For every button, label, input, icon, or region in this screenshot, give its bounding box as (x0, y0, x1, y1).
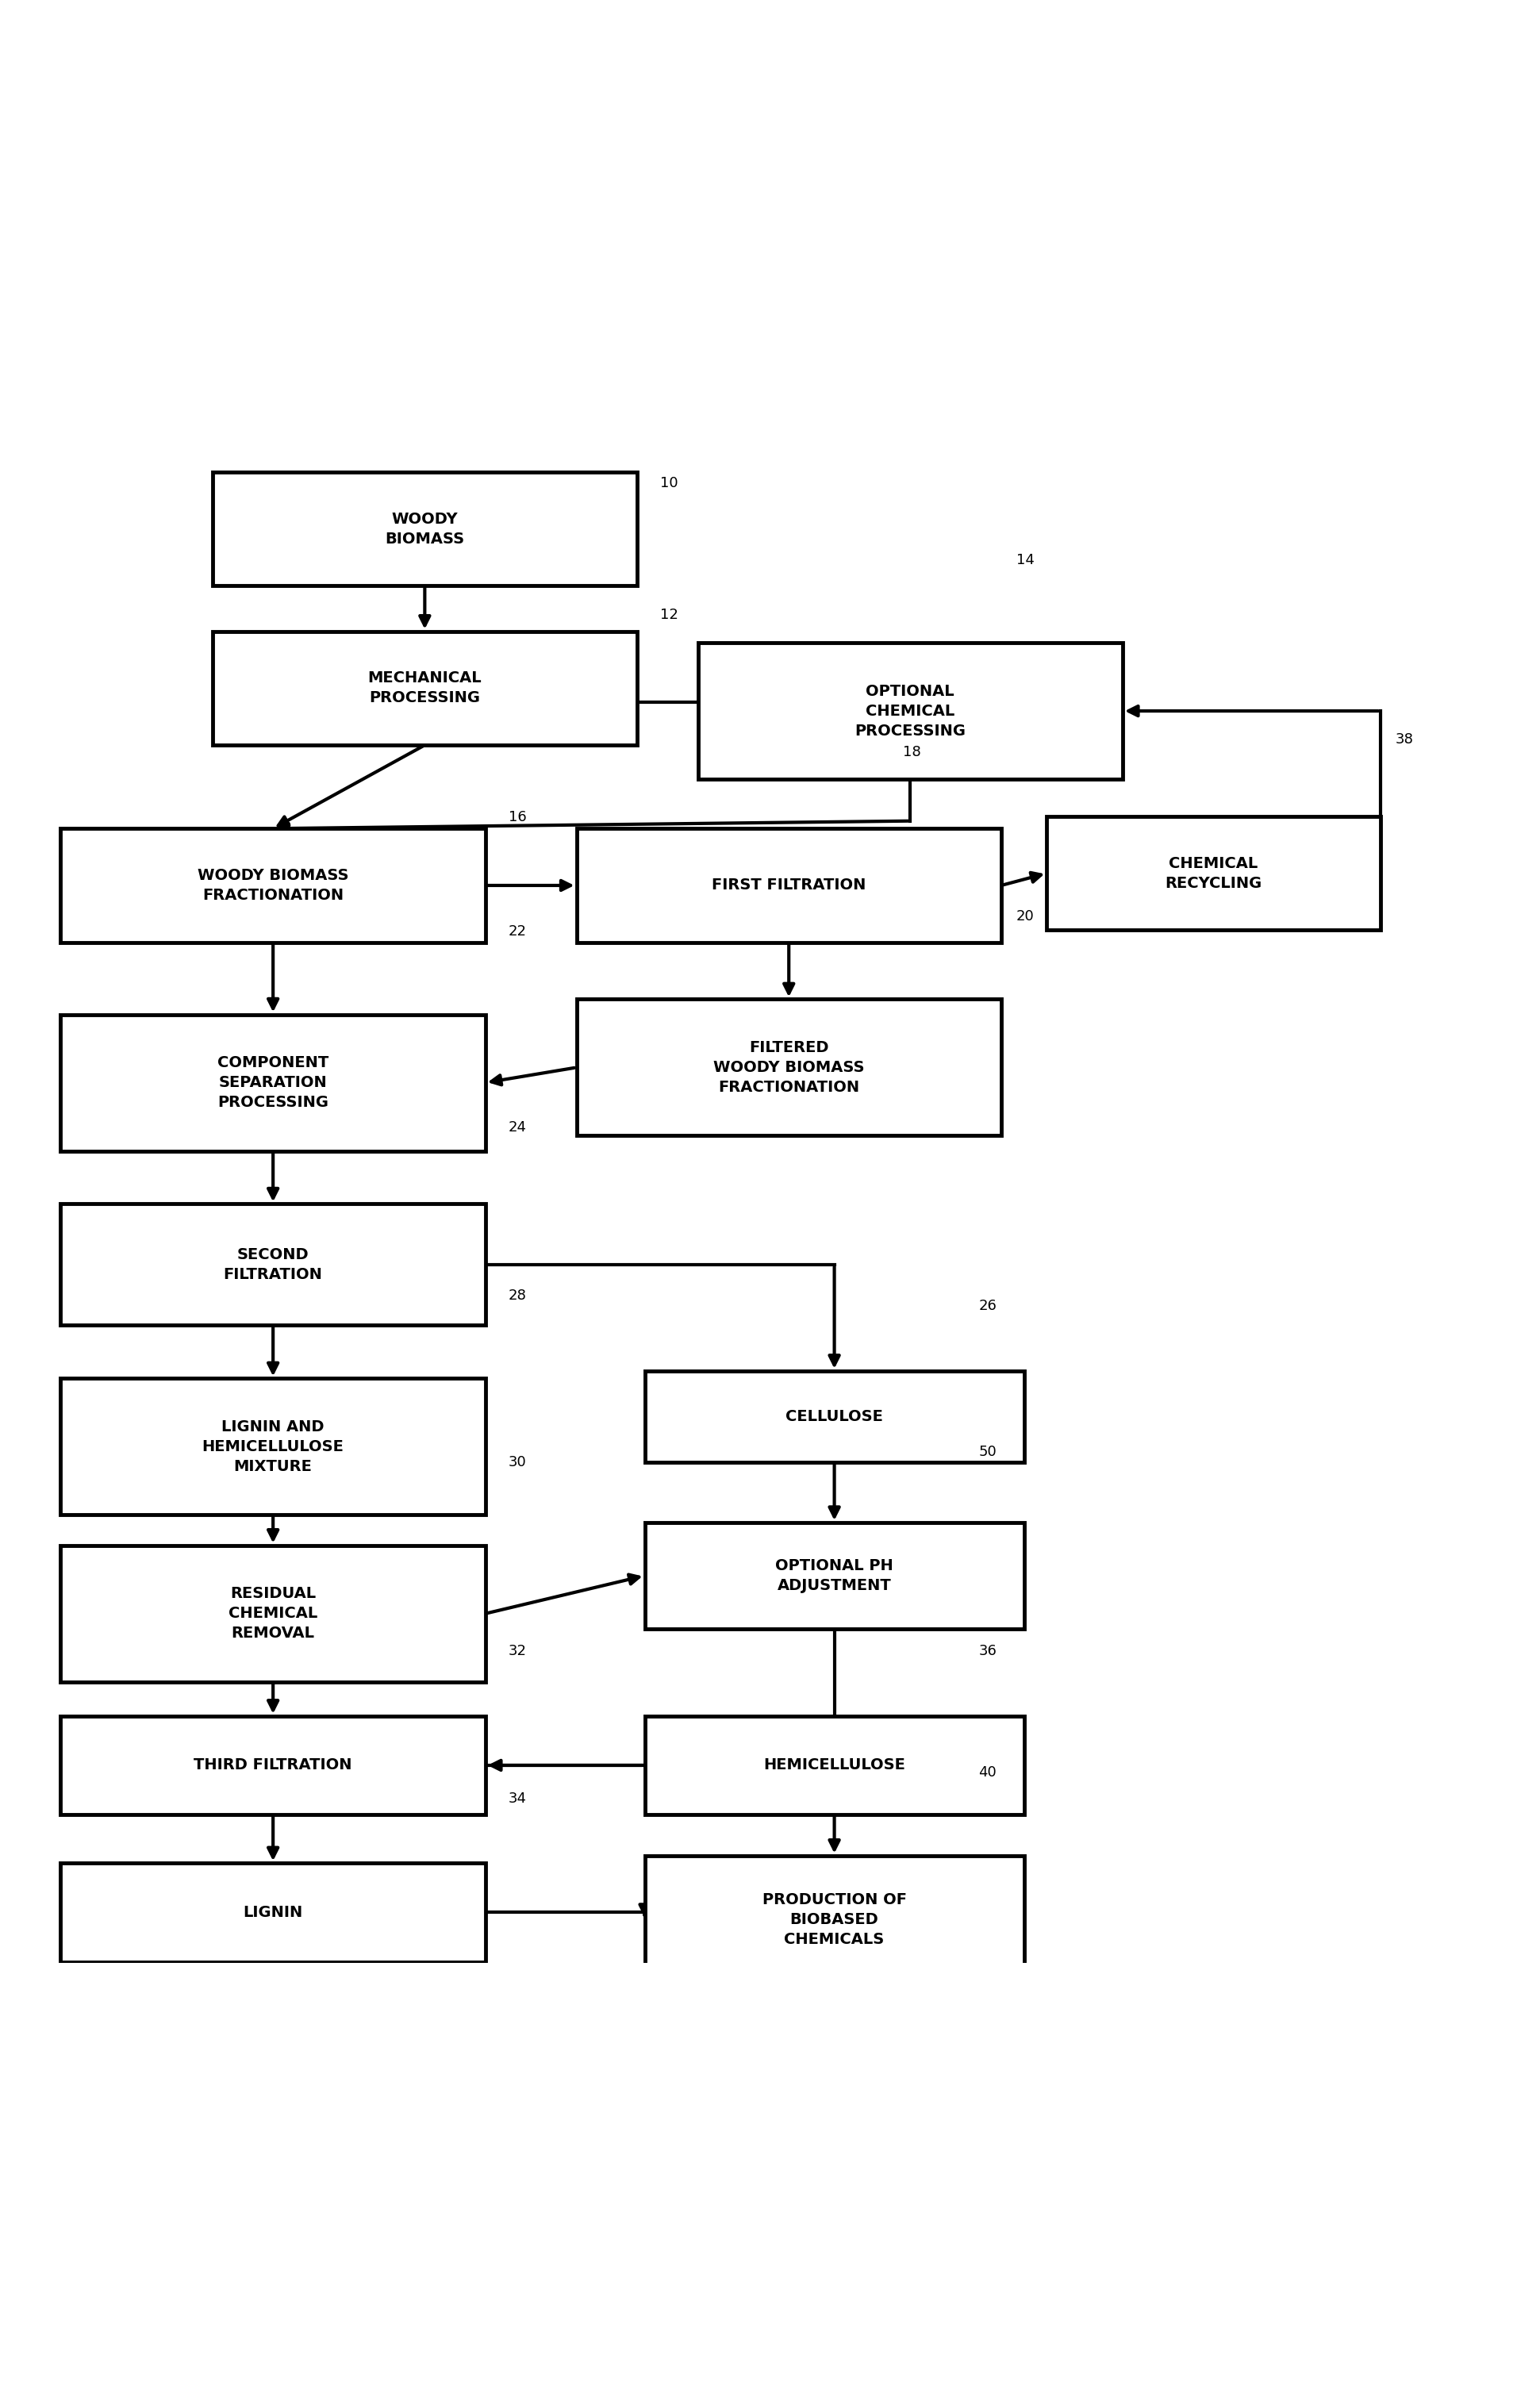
Text: OPTIONAL PH
ADJUSTMENT: OPTIONAL PH ADJUSTMENT (775, 1558, 894, 1594)
FancyBboxPatch shape (576, 999, 1001, 1137)
FancyBboxPatch shape (698, 643, 1123, 780)
Text: FILTERED
WOODY BIOMASS
FRACTIONATION: FILTERED WOODY BIOMASS FRACTIONATION (713, 1040, 865, 1096)
Text: 24: 24 (508, 1120, 526, 1134)
Text: 28: 28 (508, 1288, 526, 1303)
FancyBboxPatch shape (576, 828, 1001, 942)
FancyBboxPatch shape (645, 1522, 1024, 1628)
FancyBboxPatch shape (212, 631, 637, 744)
Text: HEMICELLULOSE: HEMICELLULOSE (763, 1758, 906, 1772)
Text: OPTIONAL
CHEMICAL
PROCESSING: OPTIONAL CHEMICAL PROCESSING (854, 684, 966, 739)
FancyBboxPatch shape (61, 828, 485, 942)
Text: 26: 26 (978, 1298, 997, 1312)
Text: CELLULOSE: CELLULOSE (786, 1409, 883, 1423)
FancyBboxPatch shape (61, 1864, 485, 1963)
Text: 32: 32 (508, 1645, 526, 1659)
FancyBboxPatch shape (645, 1857, 1024, 1984)
Text: LIGNIN: LIGNIN (243, 1905, 303, 1919)
Text: 30: 30 (508, 1454, 526, 1469)
Text: RESIDUAL
CHEMICAL
REMOVAL: RESIDUAL CHEMICAL REMOVAL (229, 1587, 317, 1640)
Text: MECHANICAL
PROCESSING: MECHANICAL PROCESSING (367, 672, 482, 706)
Text: 36: 36 (978, 1645, 997, 1659)
Text: 12: 12 (660, 609, 678, 621)
FancyBboxPatch shape (61, 1377, 485, 1515)
FancyBboxPatch shape (1047, 816, 1380, 929)
Text: WOODY BIOMASS
FRACTIONATION: WOODY BIOMASS FRACTIONATION (197, 867, 349, 903)
Text: LIGNIN AND
HEMICELLULOSE
MIXTURE: LIGNIN AND HEMICELLULOSE MIXTURE (202, 1418, 344, 1474)
Text: COMPONENT
SEPARATION
PROCESSING: COMPONENT SEPARATION PROCESSING (217, 1055, 329, 1110)
Text: WOODY
BIOMASS: WOODY BIOMASS (385, 510, 464, 547)
Text: 40: 40 (978, 1765, 997, 1780)
Text: SECOND
FILTRATION: SECOND FILTRATION (223, 1247, 323, 1281)
Text: 10: 10 (660, 477, 678, 491)
Text: 50: 50 (978, 1445, 997, 1459)
Text: 34: 34 (508, 1792, 526, 1806)
FancyBboxPatch shape (61, 1014, 485, 1151)
FancyBboxPatch shape (61, 1546, 485, 1681)
FancyBboxPatch shape (212, 472, 637, 585)
Text: PRODUCTION OF
BIOBASED
CHEMICALS: PRODUCTION OF BIOBASED CHEMICALS (762, 1893, 907, 1948)
Text: 14: 14 (1016, 554, 1035, 566)
Text: CHEMICAL
RECYCLING: CHEMICAL RECYCLING (1165, 855, 1262, 891)
Text: FIRST FILTRATION: FIRST FILTRATION (711, 879, 866, 893)
FancyBboxPatch shape (61, 1717, 485, 1816)
FancyBboxPatch shape (645, 1370, 1024, 1462)
FancyBboxPatch shape (61, 1204, 485, 1324)
Text: 38: 38 (1396, 732, 1414, 746)
Text: 18: 18 (903, 744, 921, 759)
Text: 16: 16 (508, 809, 526, 824)
Text: 20: 20 (1016, 910, 1035, 925)
Text: THIRD FILTRATION: THIRD FILTRATION (194, 1758, 352, 1772)
FancyBboxPatch shape (645, 1717, 1024, 1816)
Text: 22: 22 (508, 925, 526, 939)
